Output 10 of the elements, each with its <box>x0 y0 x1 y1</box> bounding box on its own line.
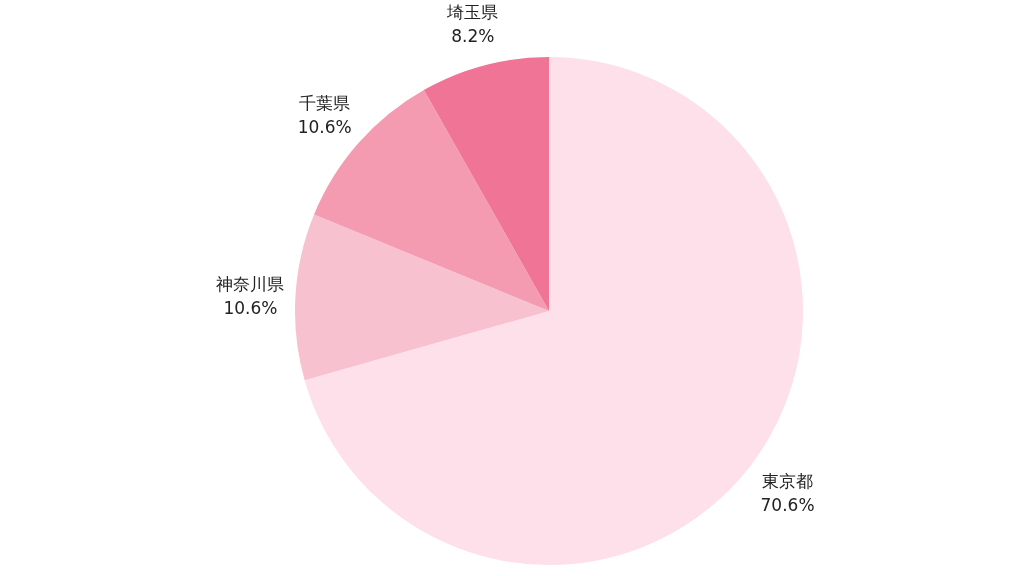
slice-label: 埼玉県 <box>446 1 499 22</box>
data-label: 10.6% <box>297 117 352 138</box>
slice-label: 神奈川県 <box>216 274 285 295</box>
slice-label: 東京都 <box>762 471 814 492</box>
data-label: 10.6% <box>223 298 278 319</box>
slice-label: 千葉県 <box>299 93 351 114</box>
data-label: 70.6% <box>760 495 815 516</box>
pie-slice <box>423 57 549 311</box>
pie-slice <box>295 214 549 381</box>
data-label: 8.2% <box>451 25 495 46</box>
